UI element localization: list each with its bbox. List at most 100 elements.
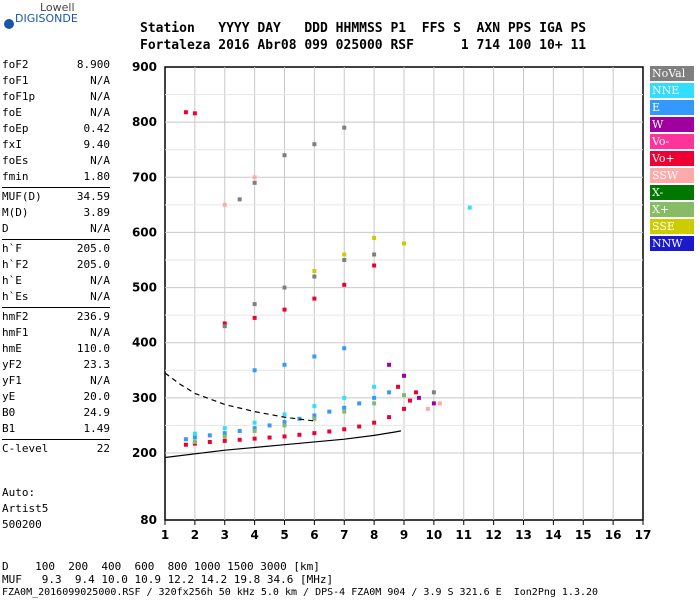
param-row: foF2 8.900 — [2, 58, 110, 74]
data-point — [237, 437, 242, 442]
param-value: 205.0 — [76, 242, 110, 255]
param-value: N/A — [90, 374, 110, 387]
y-tick-label: 500 — [132, 281, 157, 295]
param-label: hmE — [2, 342, 22, 355]
profile-curve — [164, 430, 402, 459]
param-value: N/A — [90, 154, 110, 167]
param-label: yF1 — [2, 374, 22, 387]
data-point — [282, 362, 287, 367]
data-point — [467, 205, 472, 210]
data-point — [222, 202, 227, 207]
data-point — [372, 252, 377, 257]
param-separator — [2, 439, 110, 440]
y-tick-label: 300 — [132, 391, 157, 405]
param-value: 205.0 — [76, 258, 110, 271]
data-point — [312, 142, 317, 147]
x-tick-label: 11 — [455, 528, 472, 542]
param-row: hmF2 236.9 — [2, 310, 110, 326]
data-point — [312, 269, 317, 274]
data-point — [237, 197, 242, 202]
y-tick-label: 700 — [132, 170, 157, 184]
param-value: 8.900 — [76, 58, 110, 71]
x-tick-label: 12 — [485, 528, 502, 542]
param-value: N/A — [90, 326, 110, 339]
logo-mark-icon — [4, 19, 14, 29]
param-label: MUF(D) — [2, 190, 42, 203]
footer-file-line: FZA0M_2016099025000.RSF / 320fx256h 50 k… — [2, 587, 599, 598]
data-point — [192, 439, 197, 444]
data-point — [222, 438, 227, 443]
data-point — [252, 302, 257, 307]
param-row: h`F 205.0 — [2, 242, 110, 258]
data-point — [431, 390, 436, 395]
data-point — [312, 431, 317, 436]
data-point — [282, 153, 287, 158]
data-point — [252, 420, 257, 425]
param-value: 23.3 — [83, 358, 111, 371]
logo: Lowell DIGISONDE — [2, 1, 78, 52]
header: Station YYYY DAY DDD HHMMSS P1 FFS S AXN… — [140, 20, 586, 54]
y-tick-label: 400 — [132, 336, 157, 350]
param-row: D N/A — [2, 222, 110, 238]
legend-item: Vo+ — [650, 151, 694, 166]
param-row: h`F2 205.0 — [2, 258, 110, 274]
param-value: 0.42 — [83, 122, 111, 135]
x-tick-label: 4 — [250, 528, 258, 542]
auto-version: 500200 — [2, 518, 42, 531]
param-row: foF1 N/A — [2, 74, 110, 90]
legend-item: W — [650, 117, 694, 132]
legend-item: E — [650, 100, 694, 115]
param-value: N/A — [90, 290, 110, 303]
param-label: foF1p — [2, 90, 36, 103]
data-point — [342, 427, 347, 432]
data-point — [312, 354, 317, 359]
y-tick-label: 800 — [132, 115, 157, 129]
param-label: C-level — [2, 442, 49, 455]
data-point — [372, 395, 377, 400]
data-point — [357, 424, 362, 429]
y-tick-label: 600 — [132, 225, 157, 239]
auto-label: Auto: — [2, 486, 36, 499]
data-point — [192, 435, 197, 440]
x-tick-label: 8 — [370, 528, 378, 542]
x-tick-label: 9 — [400, 528, 408, 542]
data-point — [222, 426, 227, 431]
data-point — [237, 428, 242, 433]
param-value: 34.59 — [76, 190, 110, 203]
data-point — [402, 373, 406, 378]
data-point — [413, 390, 418, 395]
data-point — [407, 398, 412, 403]
data-point — [402, 393, 406, 398]
data-point — [437, 401, 442, 406]
data-point — [372, 420, 377, 425]
data-point — [252, 180, 257, 185]
x-tick-label: 13 — [515, 528, 532, 542]
param-label: hmF2 — [2, 310, 29, 323]
param-label: yE — [2, 390, 16, 403]
param-value: 236.9 — [76, 310, 110, 323]
param-value: 22 — [96, 442, 110, 455]
x-tick-label: 1 — [161, 528, 169, 542]
data-point — [342, 405, 347, 410]
x-tick-label: 15 — [575, 528, 592, 542]
param-label: B0 — [2, 406, 16, 419]
x-tick-label: 5 — [280, 528, 288, 542]
param-label: hmF1 — [2, 326, 29, 339]
data-point — [282, 412, 287, 417]
dashed-trace-curve — [164, 372, 315, 422]
data-point — [282, 285, 287, 290]
legend-item: NNW — [650, 236, 694, 251]
data-point — [342, 258, 347, 262]
data-point — [342, 346, 347, 351]
param-row: fmin 1.80 — [2, 170, 110, 186]
param-value: N/A — [90, 74, 110, 87]
legend-item: X- — [650, 185, 694, 200]
param-label: fxI — [2, 138, 22, 151]
param-row: hmF1 N/A — [2, 326, 110, 342]
param-label: yF2 — [2, 358, 22, 371]
param-separator — [2, 187, 110, 188]
param-value: 3.89 — [83, 206, 111, 219]
x-tick-label: 6 — [310, 528, 318, 542]
param-value: 24.9 — [83, 406, 111, 419]
x-tick-label: 7 — [340, 528, 348, 542]
